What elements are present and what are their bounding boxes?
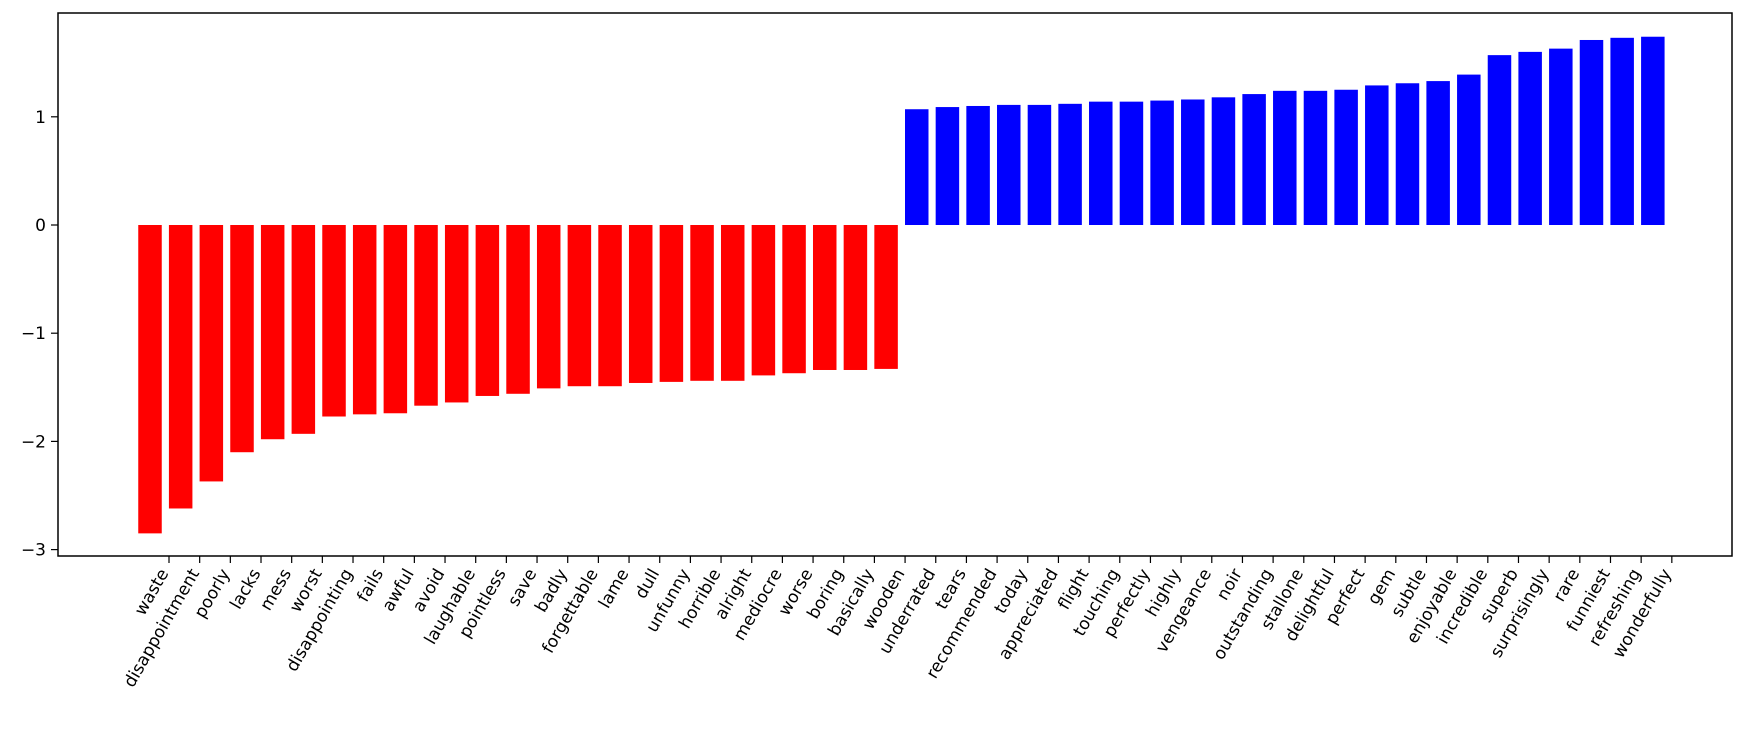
- bar-pointless: [475, 225, 500, 396]
- plot-frame: [57, 12, 1733, 557]
- bar-vengeance: [1181, 99, 1205, 225]
- bar-superb: [1487, 55, 1512, 225]
- bar-awful: [383, 225, 408, 414]
- bar-laughable: [444, 225, 469, 403]
- bar-gem: [1365, 85, 1389, 225]
- bar-wonderfully: [1641, 36, 1665, 226]
- bar-underrated: [905, 109, 929, 225]
- bar-boring: [812, 225, 837, 370]
- bar-refreshing: [1610, 37, 1634, 226]
- bar-surprisingly: [1518, 51, 1542, 225]
- bar-recommended: [966, 105, 990, 225]
- bar-poorly: [199, 225, 224, 482]
- bar-flight: [1058, 103, 1082, 225]
- bar-mess: [260, 225, 285, 440]
- bar-disappointing: [322, 225, 346, 417]
- y-tick-label: −2: [21, 432, 46, 452]
- bar-highly: [1150, 100, 1174, 225]
- bar-waste: [138, 225, 162, 534]
- bar-dull: [628, 225, 653, 383]
- y-tick-label: 1: [35, 108, 46, 128]
- bars-layer: [138, 36, 1665, 534]
- bar-unfunny: [659, 225, 684, 382]
- bar-save: [506, 225, 530, 394]
- y-axis: −3 −2 −1 0 1: [21, 108, 58, 561]
- bar-badly: [536, 225, 561, 389]
- bar-stallone: [1273, 90, 1297, 225]
- bar-avoid: [414, 225, 438, 406]
- bar-perfectly: [1119, 101, 1144, 225]
- bar-tears: [935, 107, 960, 225]
- bar-rare: [1549, 48, 1573, 225]
- bar-subtle: [1395, 83, 1420, 225]
- y-tick-label: −3: [21, 541, 46, 561]
- bar-horrible: [690, 225, 714, 381]
- bar-perfect: [1334, 89, 1358, 225]
- bar-alright: [720, 225, 745, 381]
- bar-touching: [1089, 101, 1113, 225]
- bar-appreciated: [1027, 104, 1052, 225]
- bar-wooden: [874, 225, 898, 369]
- bar-disappointment: [168, 225, 193, 509]
- y-tick-label: 0: [35, 216, 46, 236]
- x-tick-label: lame: [595, 566, 633, 613]
- bar-worse: [782, 225, 806, 374]
- bar-forgettable: [567, 225, 592, 387]
- bar-delightful: [1303, 90, 1328, 225]
- bar-enjoyable: [1426, 81, 1450, 225]
- bar-incredible: [1457, 74, 1481, 225]
- bar-worst: [291, 225, 316, 434]
- y-tick-label: −1: [21, 324, 46, 344]
- bar-mediocre: [751, 225, 776, 376]
- bar-outstanding: [1242, 94, 1266, 225]
- bar-funniest: [1579, 39, 1604, 226]
- bar-lacks: [230, 225, 254, 453]
- bar-basically: [843, 225, 868, 370]
- bar-lame: [598, 225, 622, 387]
- bar-noir: [1211, 97, 1236, 225]
- bar-fails: [352, 225, 377, 415]
- bar-today: [997, 104, 1021, 225]
- x-axis: wastedisappointmentpoorlylacksmessworstd…: [120, 556, 1676, 691]
